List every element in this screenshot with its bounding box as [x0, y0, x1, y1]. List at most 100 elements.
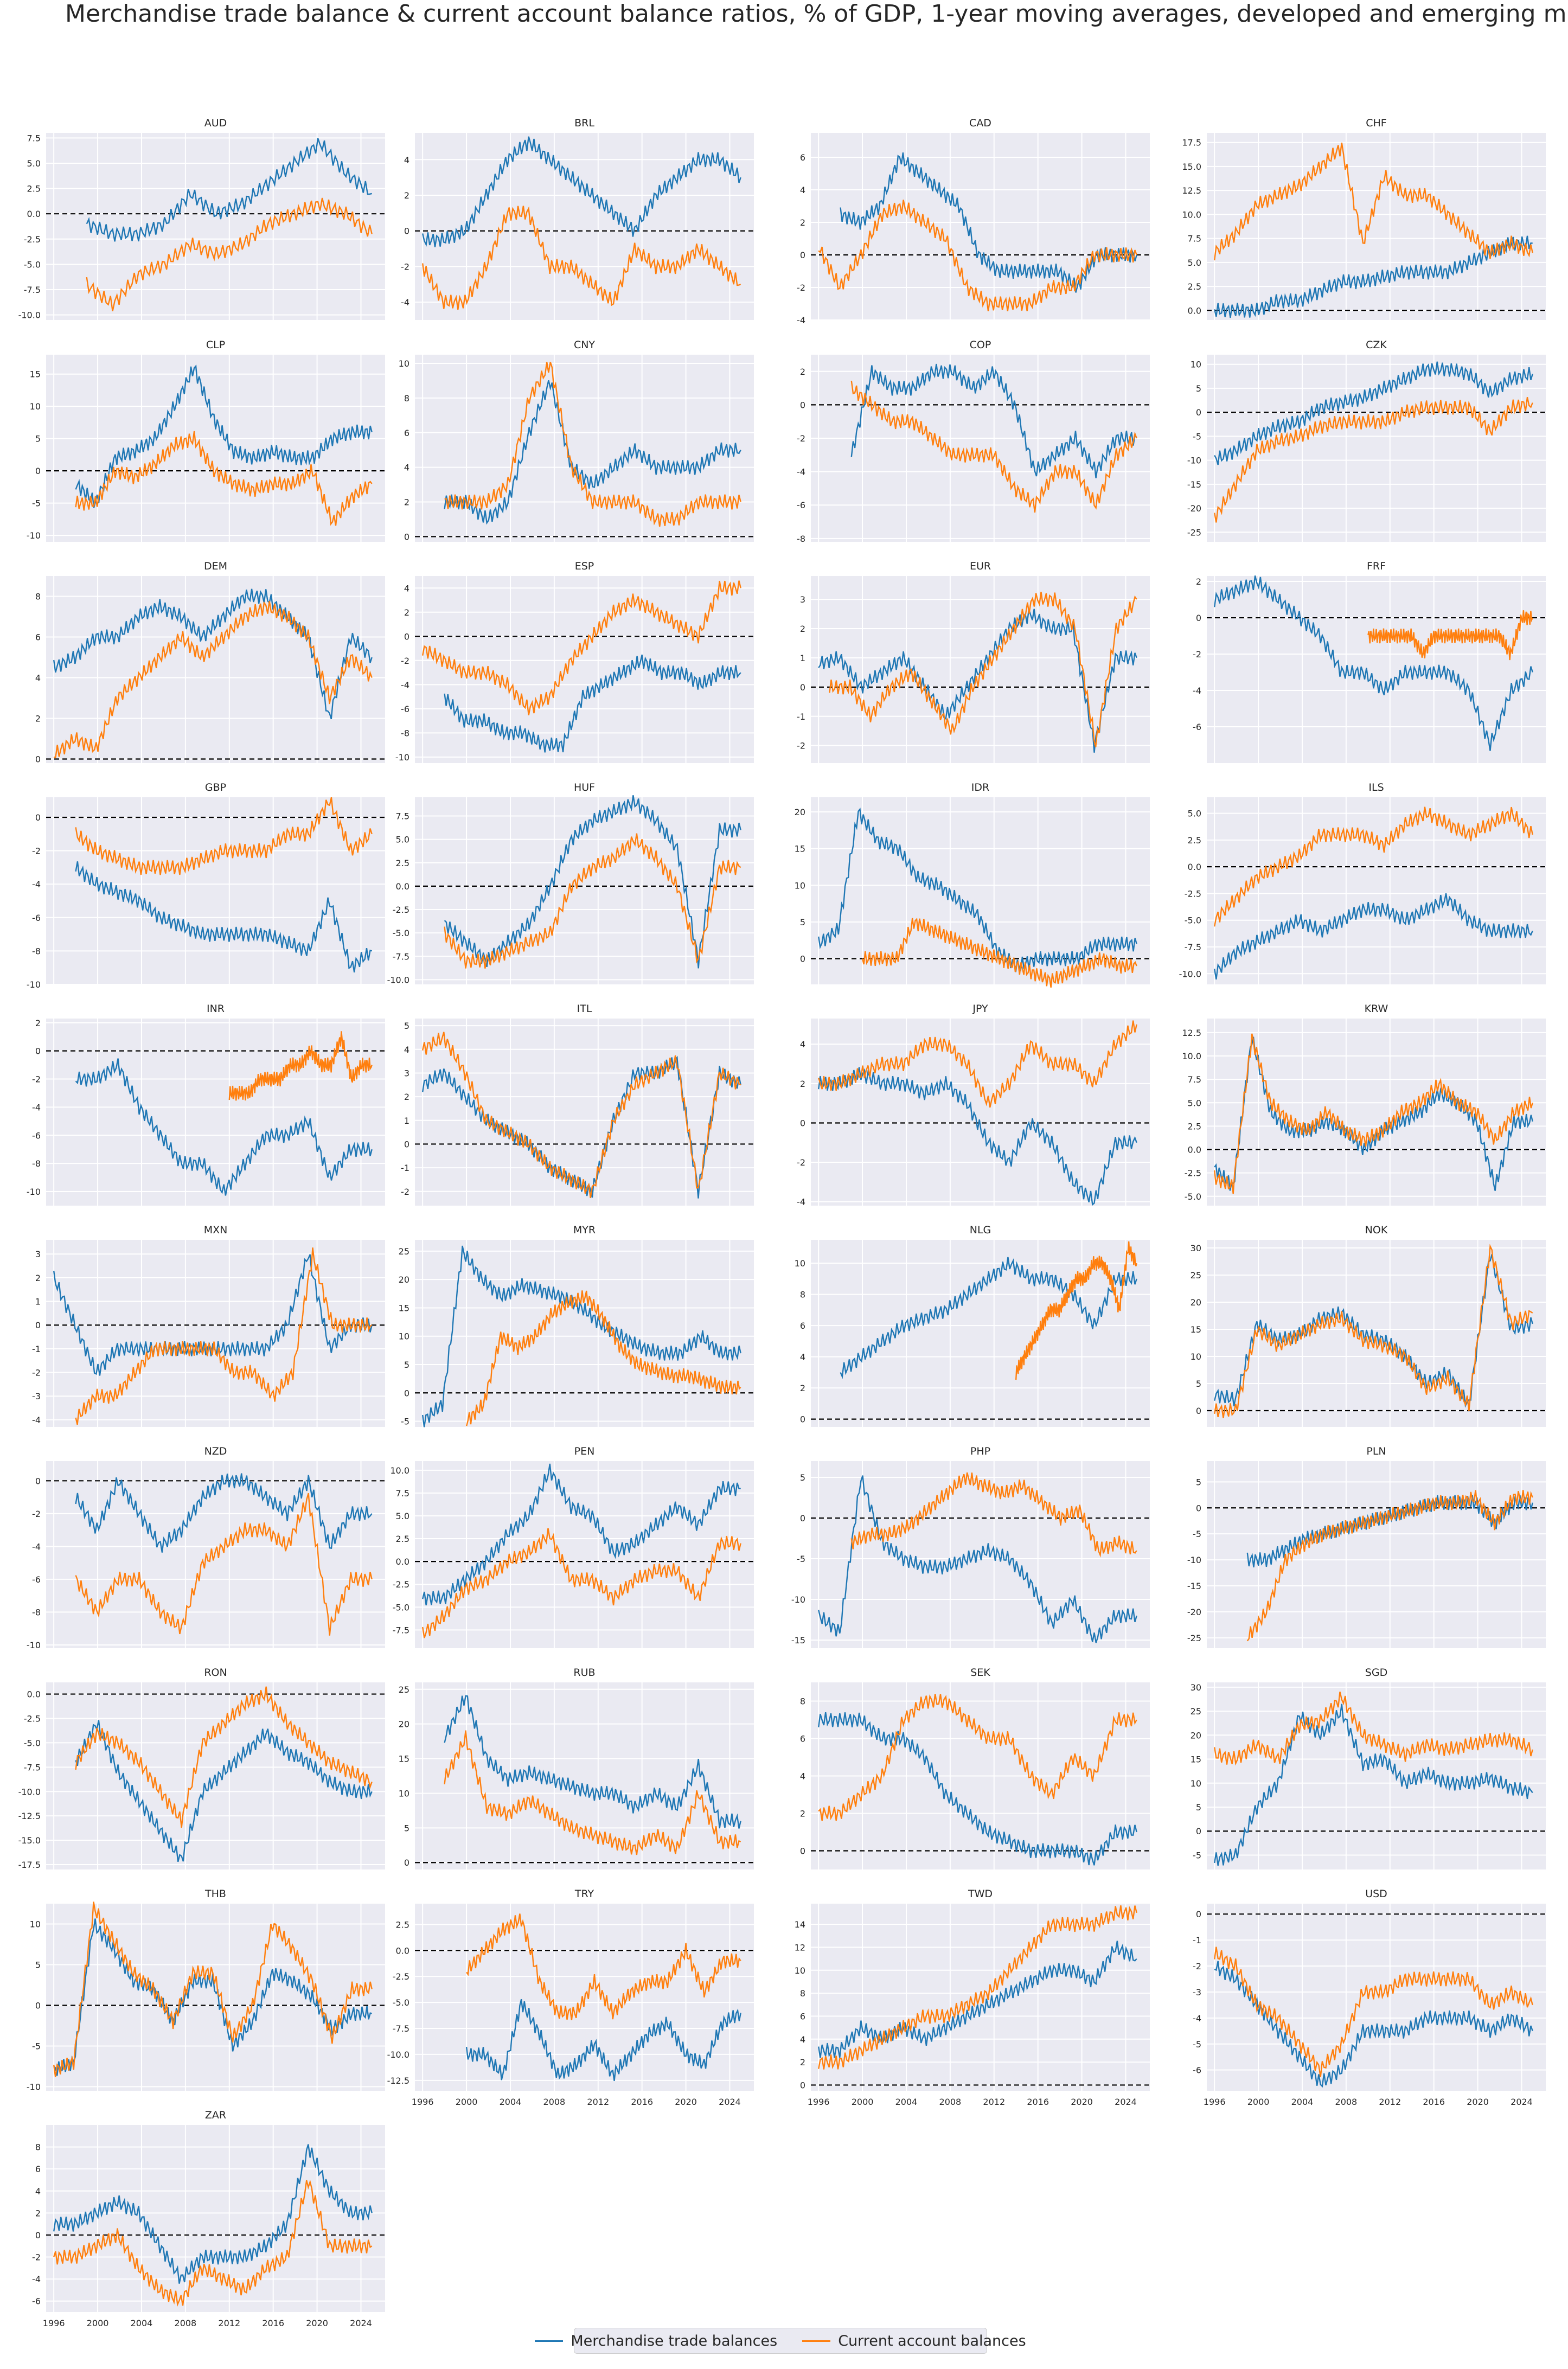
panel-itl: -2 -1 0 1 2 3 4 5 ITL	[401, 1003, 754, 1206]
y-tick-label: -4	[401, 297, 409, 308]
panel-nlg: 0 2 4 6 8 10 NLG	[795, 1224, 1150, 1427]
y-tick-label: 2	[1196, 577, 1201, 587]
y-tick-label: 6	[800, 2011, 805, 2021]
y-tick-label: 7.5	[1188, 1074, 1201, 1085]
y-tick-label: 0.0	[27, 209, 41, 219]
panel-title: MXN	[204, 1224, 228, 1236]
y-tick-label: -15.0	[18, 1835, 41, 1846]
x-tick-label: 2000	[87, 2318, 109, 2328]
y-tick-label: 20	[795, 807, 805, 817]
panel-title: ITL	[577, 1003, 592, 1015]
series-line-current-account	[444, 833, 741, 969]
y-tick-label: 5.0	[1188, 258, 1201, 268]
series-line-current-account	[818, 200, 1137, 311]
series-line-merchandise	[422, 1463, 741, 1605]
plot-background	[811, 1019, 1150, 1206]
panel-idr: 0 5 10 15 20 IDR	[795, 782, 1150, 988]
x-tick-label: 2020	[1071, 2097, 1093, 2107]
y-tick-label: 4	[800, 185, 805, 195]
y-tick-label: -20	[1187, 1607, 1201, 1617]
y-tick-label: -7.5	[393, 951, 409, 962]
series-line-current-account	[86, 197, 373, 312]
y-tick-label: -8	[32, 1607, 41, 1617]
y-tick-label: -7.5	[24, 285, 41, 295]
y-tick-label: -5	[32, 2041, 41, 2052]
y-tick-label: -10	[27, 2082, 41, 2092]
y-tick-label: 3	[35, 1249, 41, 1259]
y-tick-label: -20	[1187, 503, 1201, 514]
y-tick-label: -2	[1193, 1961, 1201, 1971]
y-tick-label: 25	[399, 1246, 409, 1257]
y-tick-label: 6	[800, 152, 805, 163]
series-line-merchandise	[422, 136, 741, 247]
y-tick-label: 25	[1191, 1270, 1201, 1280]
y-tick-label: -2	[797, 1157, 805, 1168]
y-tick-label: -6	[32, 1130, 41, 1141]
y-tick-label: 20	[399, 1719, 409, 1730]
plot-background	[415, 1461, 754, 1648]
panel-sek: 0 2 4 6 8 SEK	[800, 1667, 1150, 1869]
series-line-merchandise	[840, 1257, 1137, 1379]
y-tick-label: -4	[32, 2274, 41, 2284]
y-tick-label: -6	[32, 2296, 41, 2307]
series-line-merchandise	[75, 861, 373, 973]
y-tick-label: 2.5	[1188, 1121, 1201, 1131]
y-tick-label: -2.5	[24, 1713, 41, 1724]
y-tick-label: 0	[1196, 1406, 1201, 1416]
x-tick-label: 2008	[1335, 2097, 1358, 2107]
y-tick-label: 8	[35, 2142, 41, 2153]
y-tick-label: -7.5	[1185, 942, 1201, 952]
series-line-merchandise	[75, 364, 373, 508]
plot-background	[1207, 1904, 1546, 2091]
y-tick-label: 0.0	[396, 1557, 409, 1567]
y-tick-label: 20	[1191, 1297, 1201, 1308]
panel-clp: -10 -5 0 5 10 15 CLP	[27, 339, 385, 542]
y-tick-label: 0	[404, 1388, 409, 1398]
y-tick-label: -2	[32, 2252, 41, 2263]
x-tick-label: 2016	[1423, 2097, 1445, 2107]
series-line-current-account	[1015, 1241, 1137, 1380]
series-line-current-account	[53, 2179, 373, 2307]
series-line-current-account	[1214, 1947, 1533, 2077]
y-tick-label: -3	[1193, 1987, 1201, 1997]
y-tick-label: 10	[1191, 1778, 1201, 1789]
y-tick-label: 5	[35, 434, 41, 444]
x-tick-label: 2016	[262, 2318, 284, 2328]
panel-title: TRY	[574, 1888, 594, 1900]
series-line-current-account	[422, 1528, 741, 1638]
panel-title: GBP	[205, 782, 226, 793]
y-tick-label: -10.0	[387, 2050, 409, 2060]
y-tick-label: 5.0	[27, 158, 41, 169]
y-tick-label: 4	[800, 1771, 805, 1782]
y-tick-label: -8	[401, 728, 409, 738]
panel-cop: -8 -6 -4 -2 0 2 COP	[797, 339, 1150, 544]
series-line-current-account	[422, 1032, 741, 1198]
y-tick-label: -10	[27, 1640, 41, 1650]
x-tick-label: 1996	[808, 2097, 830, 2107]
x-tick-label: 2000	[456, 2097, 478, 2107]
panel-title: DEM	[204, 560, 227, 572]
y-tick-label: -10	[27, 1187, 41, 1197]
x-tick-label: 2016	[631, 2097, 653, 2107]
y-tick-label: 2	[404, 607, 409, 618]
series-line-merchandise	[818, 1475, 1137, 1643]
panel-title: INR	[207, 1003, 225, 1015]
y-tick-label: 0.0	[1188, 1145, 1201, 1155]
panel-title: NLG	[970, 1224, 991, 1236]
y-tick-label: 7.5	[396, 811, 409, 822]
y-tick-label: 2	[800, 2057, 805, 2067]
y-tick-label: 6	[800, 1321, 805, 1331]
y-tick-label: 2	[35, 1273, 41, 1283]
x-tick-label: 2004	[1291, 2097, 1314, 2107]
y-tick-label: -8	[32, 946, 41, 956]
y-tick-label: -6	[1193, 2065, 1201, 2076]
y-tick-label: -4	[797, 1197, 805, 1207]
y-tick-label: -5	[797, 1554, 805, 1564]
y-tick-label: -8	[32, 1158, 41, 1169]
y-tick-label: -4	[401, 680, 409, 690]
y-tick-label: 15.0	[1182, 162, 1201, 172]
series-line-current-account	[818, 1020, 1137, 1108]
series-line-merchandise	[444, 654, 741, 753]
y-tick-label: 5.0	[1188, 1098, 1201, 1108]
panel-rub: 0 5 10 15 20 25 RUB	[399, 1667, 754, 1869]
